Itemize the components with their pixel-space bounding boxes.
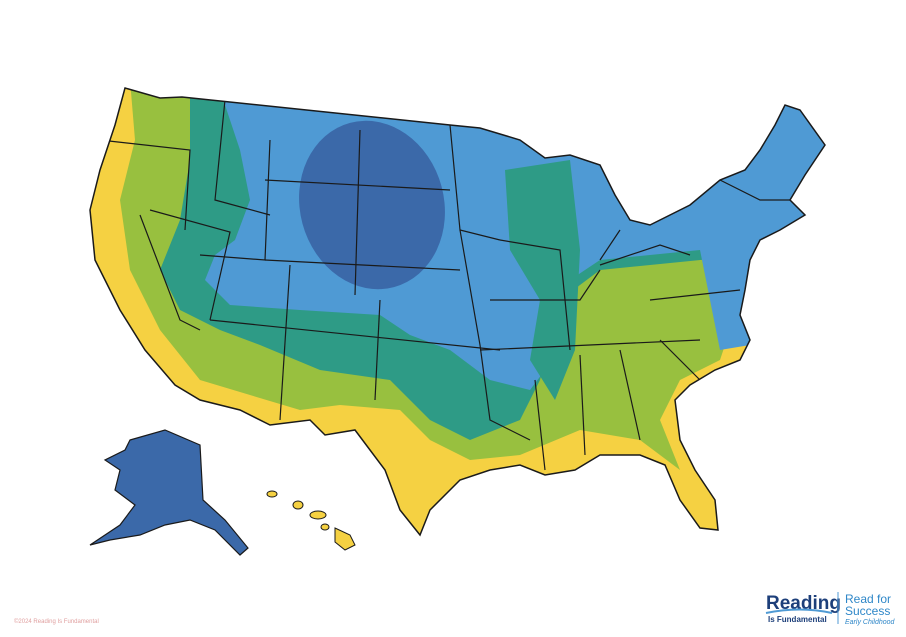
alaska [89, 429, 249, 556]
logo-swoosh [765, 608, 833, 614]
partner-line2: Success [845, 604, 890, 618]
logo-reading: Reading [766, 593, 841, 614]
logo-fundamental: Is Fundamental [768, 615, 827, 624]
partner-line3: Early Childhood [845, 619, 896, 626]
zone-teal [505, 160, 580, 400]
zone-dark-blue [299, 120, 445, 290]
hawaii [266, 490, 356, 551]
state-lines [99, 99, 790, 471]
partner-line1: Read for [845, 592, 891, 606]
copyright: ©2024 Reading Is Fundamental [14, 618, 99, 625]
